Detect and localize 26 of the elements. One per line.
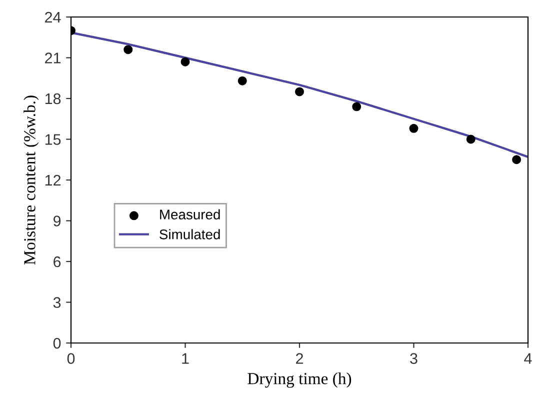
x-tick-label: 0 xyxy=(67,353,75,364)
legend-label: Measured xyxy=(160,209,220,220)
point xyxy=(295,87,304,96)
x-tick-label: 2 xyxy=(296,353,303,364)
point xyxy=(352,102,362,112)
y-tick-label: 12 xyxy=(45,174,61,186)
point xyxy=(409,124,418,133)
y-tick-label: 15 xyxy=(45,134,61,145)
y-tick-label: 6 xyxy=(54,256,61,268)
point xyxy=(180,57,190,66)
x-axis-title: Drying time (h) xyxy=(248,372,352,388)
x-tick-label: 1 xyxy=(182,353,189,364)
y-tick-label: 24 xyxy=(45,12,61,23)
y-tick-label: 9 xyxy=(54,216,61,226)
y-tick-label: 0 xyxy=(53,338,61,349)
point xyxy=(466,134,476,144)
y-tick-label: 3 xyxy=(53,297,61,308)
legend-label: Simulated xyxy=(160,229,220,240)
x-tick-label: 3 xyxy=(410,353,418,364)
point xyxy=(238,76,247,86)
point xyxy=(124,45,133,54)
point xyxy=(512,155,522,164)
y-axis-title: Moisture content (%w.b.) xyxy=(24,96,39,265)
y-tick-label: 21 xyxy=(45,52,61,64)
y-tick-label: 18 xyxy=(45,93,61,104)
x-tick-label: 4 xyxy=(524,353,532,364)
